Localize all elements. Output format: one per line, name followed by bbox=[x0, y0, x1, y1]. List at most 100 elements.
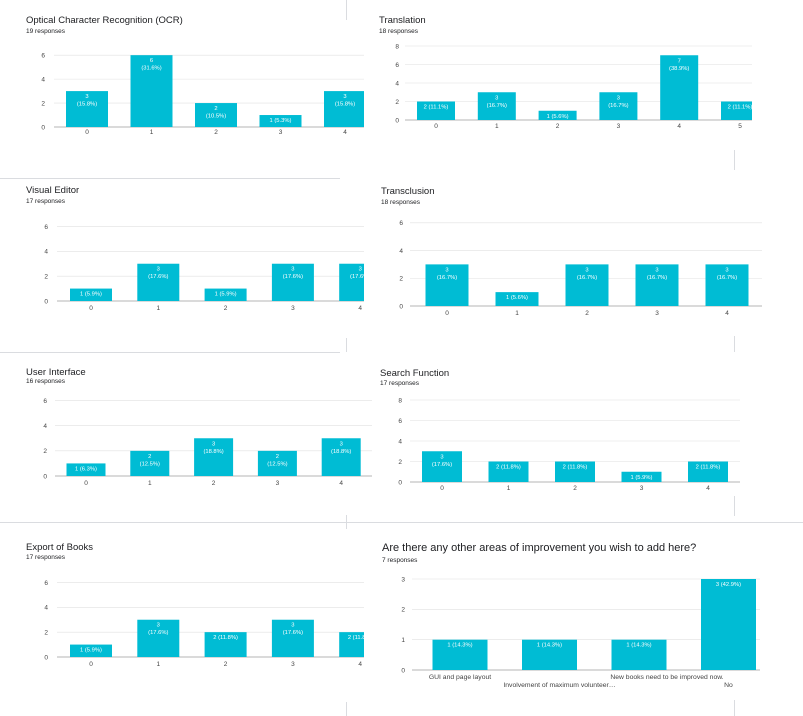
bar bbox=[522, 639, 577, 670]
data-label: 1 (5.9%) bbox=[215, 292, 237, 298]
response-count: 17 responses bbox=[26, 554, 66, 561]
bar bbox=[721, 101, 752, 120]
y-tick-label: 6 bbox=[41, 52, 45, 59]
data-label: (18.8%) bbox=[331, 449, 351, 455]
data-label: 2 (11.8%) bbox=[348, 635, 373, 641]
chart-title: Transclusion bbox=[381, 186, 435, 197]
data-label: (16.7%) bbox=[487, 103, 507, 109]
y-tick-label: 6 bbox=[395, 62, 399, 69]
bar bbox=[422, 451, 462, 482]
panel-divider bbox=[734, 496, 735, 516]
data-label: 3 bbox=[585, 267, 588, 273]
data-label: 2 (11.8%) bbox=[696, 465, 721, 471]
bar bbox=[271, 263, 314, 301]
response-count: 17 responses bbox=[380, 380, 420, 387]
data-label: 6 bbox=[150, 58, 153, 64]
x-tick-label: 5 bbox=[738, 123, 742, 130]
y-tick-label: 6 bbox=[43, 398, 47, 405]
data-label: 3 bbox=[85, 94, 88, 100]
bar bbox=[204, 632, 247, 657]
data-label: 1 (5.6%) bbox=[547, 114, 569, 120]
x-tick-label: 1 bbox=[148, 480, 152, 487]
panel-divider bbox=[346, 0, 347, 20]
x-tick-label: 0 bbox=[85, 129, 89, 136]
bar bbox=[565, 264, 609, 306]
panel-divider bbox=[346, 702, 347, 716]
data-label: 3 bbox=[157, 623, 160, 629]
panel-divider bbox=[0, 522, 803, 523]
data-label: 3 (42.9%) bbox=[716, 582, 741, 588]
data-label: (16.7%) bbox=[437, 275, 457, 281]
y-tick-label: 4 bbox=[395, 80, 399, 87]
x-tick-label: 4 bbox=[677, 123, 681, 130]
data-label: 1 (5.9%) bbox=[631, 475, 653, 481]
data-label: (31.6%) bbox=[141, 66, 161, 72]
response-count: 18 responses bbox=[379, 28, 419, 35]
response-count: 19 responses bbox=[26, 28, 66, 35]
data-label: 2 (11.8%) bbox=[563, 465, 588, 471]
y-tick-label: 4 bbox=[44, 249, 48, 256]
x-tick-label: GUI and page layout bbox=[429, 674, 491, 681]
x-tick-label: 0 bbox=[89, 661, 93, 668]
y-tick-label: 0 bbox=[399, 303, 403, 310]
y-tick-label: 2 bbox=[43, 448, 47, 455]
bar bbox=[324, 91, 364, 127]
bar bbox=[259, 115, 302, 127]
y-tick-label: 0 bbox=[44, 298, 48, 305]
x-tick-label: No bbox=[724, 682, 733, 689]
data-label: 3 bbox=[291, 623, 294, 629]
x-tick-label: 3 bbox=[279, 129, 283, 136]
data-label: 1 (14.3%) bbox=[447, 643, 472, 649]
data-label: 1 (6.3%) bbox=[75, 466, 97, 472]
y-tick-label: 6 bbox=[44, 224, 48, 231]
data-label: 2 (11.8%) bbox=[496, 465, 521, 471]
data-label: 2 bbox=[276, 454, 279, 460]
x-tick-label: 0 bbox=[440, 485, 444, 492]
panel-divider bbox=[734, 150, 735, 170]
data-label: 3 bbox=[212, 441, 215, 447]
data-label: 3 bbox=[359, 267, 362, 273]
data-label: 3 bbox=[343, 94, 346, 100]
x-tick-label: 3 bbox=[276, 480, 280, 487]
chart-title: Optical Character Recognition (OCR) bbox=[26, 15, 183, 26]
data-label: (18.8%) bbox=[203, 449, 223, 455]
x-tick-label: 4 bbox=[725, 310, 729, 317]
bar bbox=[271, 619, 314, 657]
y-tick-label: 2 bbox=[395, 99, 399, 106]
x-tick-label: Involvement of maximum volunteer… bbox=[503, 682, 615, 689]
y-tick-label: 3 bbox=[401, 576, 405, 583]
x-tick-label: 1 bbox=[515, 310, 519, 317]
x-tick-label: 1 bbox=[156, 661, 160, 668]
y-tick-label: 8 bbox=[395, 43, 399, 50]
bar bbox=[339, 632, 364, 657]
data-label: (16.7%) bbox=[647, 275, 667, 281]
response-count: 7 responses bbox=[382, 557, 418, 564]
data-label: 3 bbox=[617, 95, 620, 101]
data-label: 3 bbox=[157, 267, 160, 273]
bar bbox=[477, 92, 516, 120]
x-tick-label: 2 bbox=[212, 480, 216, 487]
x-tick-label: 1 bbox=[507, 485, 511, 492]
response-count: 16 responses bbox=[26, 378, 66, 385]
bar bbox=[321, 438, 361, 476]
y-tick-label: 4 bbox=[44, 605, 48, 612]
bar bbox=[538, 110, 577, 120]
chart-title: Search Function bbox=[380, 368, 450, 379]
panel-divider bbox=[0, 352, 340, 353]
x-tick-label: 0 bbox=[434, 123, 438, 130]
data-label: 3 bbox=[495, 95, 498, 101]
y-tick-label: 2 bbox=[398, 459, 402, 466]
data-label: 3 bbox=[340, 441, 343, 447]
response-count: 17 responses bbox=[26, 198, 66, 205]
y-tick-label: 0 bbox=[398, 479, 402, 486]
data-label: 3 bbox=[655, 267, 658, 273]
data-label: (17.6%) bbox=[148, 274, 168, 280]
data-label: 3 bbox=[725, 267, 728, 273]
x-tick-label: 2 bbox=[224, 305, 228, 312]
bar bbox=[137, 263, 180, 301]
x-tick-label: 2 bbox=[573, 485, 577, 492]
